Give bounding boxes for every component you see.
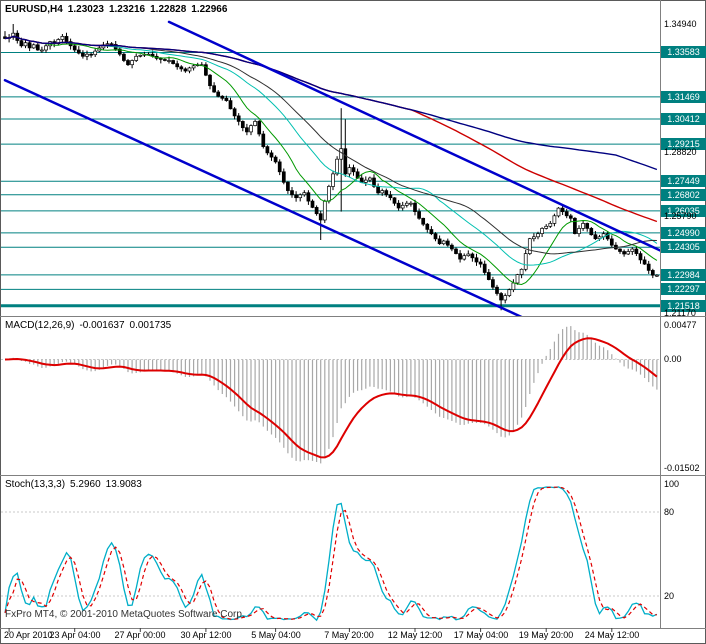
time-axis-label: 7 May 20:00: [324, 630, 374, 640]
time-axis-label: 12 May 12:00: [387, 630, 443, 640]
chart-low-value: 1.22828: [150, 4, 187, 15]
price-scale[interactable]: 1.33583 1.31469 1.30412 1.29215 1.27449 1.268…: [661, 0, 706, 628]
time-axis-label: 5 May 04:00: [251, 630, 301, 640]
stochastic-title: Stoch(13,3,3) 5.2960 13.9083: [5, 479, 147, 490]
price-scale-level-badge: 1.33583: [661, 46, 706, 58]
macd-panel[interactable]: MACD(12,26,9) -0.001637 0.001735: [0, 317, 660, 475]
stochastic-indicator-name: Stoch(13,3,3): [5, 479, 66, 490]
time-axis-label: 20 Apr 2010: [4, 630, 53, 640]
price-scale-label: 1.25790: [664, 211, 697, 221]
price-scale-level-badge: 1.24305: [661, 241, 706, 253]
price-scale-level-badge: 1.22297: [661, 283, 706, 295]
macd-indicator-name: MACD(12,26,9): [5, 320, 75, 331]
time-axis[interactable]: 20 Apr 2010 23 Apr 04:00 27 Apr 00:00 30 Ap…: [0, 628, 706, 644]
macd-scale-label: 0.00: [664, 354, 682, 364]
stoch-scale-label: 80: [664, 507, 675, 517]
chart-close-value: 1.22966: [191, 4, 228, 15]
chart-open-value: 1.23023: [67, 4, 104, 15]
platform-watermark: FxPro MT4, © 2001-2010 MetaQuotes Softwa…: [5, 609, 245, 620]
macd-main-value: -0.001637: [79, 320, 125, 331]
price-scale-level-badge: 1.27449: [661, 175, 706, 187]
price-scale-level-badge: 1.29215: [661, 138, 706, 150]
time-axis-label: 27 Apr 00:00: [114, 630, 166, 640]
time-axis-label: 19 May 20:00: [518, 630, 574, 640]
macd-scale-label: 0.00477: [664, 320, 697, 330]
macd-title: MACD(12,26,9) -0.001637 0.001735: [5, 320, 176, 331]
chart-high-value: 1.23216: [108, 4, 146, 15]
price-scale-level-badge: 1.21518: [661, 300, 706, 312]
time-axis-label: 17 May 04:00: [453, 630, 509, 640]
chart-title: EURUSD,H4 1.23023 1.23216 1.22828 1.22966: [5, 4, 232, 15]
stochastic-main-value: 5.2960: [70, 479, 101, 490]
stoch-scale-label: 20: [664, 591, 675, 601]
macd-scale-label: -0.01502: [664, 463, 700, 473]
price-scale-level-badge: 1.30412: [661, 113, 706, 125]
price-chart-panel[interactable]: EURUSD,H4 1.23023 1.23216 1.22828 1.22966: [0, 0, 660, 316]
price-scale-label: 1.21170: [664, 308, 696, 318]
chart-symbol-timeframe: EURUSD,H4: [5, 4, 63, 15]
time-axis-label: 30 Apr 12:00: [180, 630, 232, 640]
time-axis-label: 24 May 12:00: [584, 630, 640, 640]
price-scale-level-badge: 1.24990: [661, 227, 706, 239]
price-scale-level-badge: 1.26035: [661, 205, 706, 217]
price-scale-level-badge: 1.31469: [661, 91, 706, 103]
time-axis-label: 23 Apr 04:00: [49, 630, 101, 640]
price-scale-label: 1.28820: [664, 147, 697, 157]
price-scale-level-badge: 1.22984: [661, 269, 706, 281]
price-scale-level-badge: 1.26802: [661, 189, 706, 201]
price-scale-label: 1.34940: [664, 19, 697, 29]
macd-signal-value: 0.001735: [129, 320, 172, 331]
stochastic-signal-value: 13.9083: [105, 479, 142, 490]
stochastic-panel[interactable]: Stoch(13,3,3) 5.2960 13.9083 FxPro MT4, © …: [0, 476, 660, 628]
stoch-scale-label: 100: [664, 479, 680, 489]
